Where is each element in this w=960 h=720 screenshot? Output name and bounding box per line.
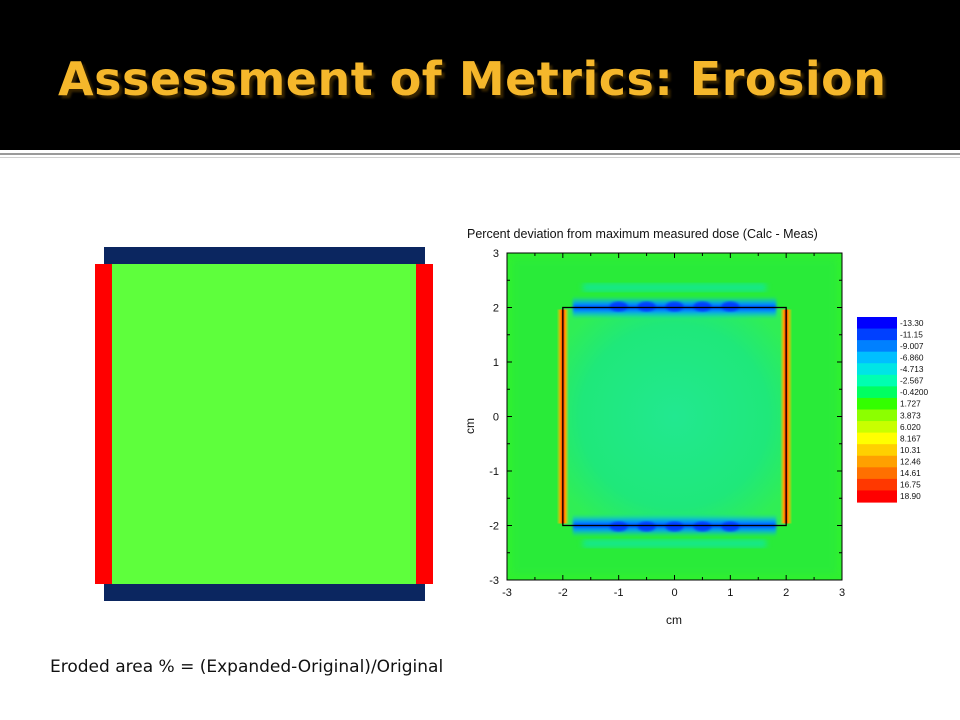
heatmap-bottom-secondary-band	[582, 539, 767, 548]
colorbar-label: -6.860	[900, 352, 924, 362]
colorbar-swatch	[857, 363, 897, 376]
x-tick-label: -3	[502, 587, 512, 599]
colorbar-swatch	[857, 328, 897, 341]
x-tick-label: 3	[839, 587, 845, 599]
colorbar-swatch	[857, 478, 897, 492]
heatmap-top-secondary-band	[582, 283, 767, 292]
title-divider	[0, 153, 960, 155]
colorbar-label: 3.873	[900, 410, 921, 420]
heatmap-field-interior	[562, 307, 787, 526]
colorbar-swatch	[857, 455, 897, 468]
original-field	[112, 264, 416, 584]
eroded-left-bar	[95, 264, 112, 584]
colorbar-label: 14.61	[900, 468, 921, 478]
heatmap-top-hotspot-1	[637, 301, 656, 312]
heatmap-top-hotspot-2	[665, 301, 684, 312]
heatmap-top-hotspot-3	[693, 301, 712, 312]
y-tick-label: -3	[489, 575, 499, 587]
y-tick-labels: 3 2 1 0 -1 -2 -3	[489, 248, 499, 587]
heatmap-top-hotspot-0	[609, 301, 628, 312]
colorbar-swatch	[857, 340, 897, 353]
colorbar-label: -0.4200	[900, 387, 929, 397]
colorbar-swatch	[857, 397, 897, 411]
colorbar-swatch	[857, 386, 897, 399]
y-tick-label: 0	[493, 412, 499, 424]
x-axis-label: cm	[666, 613, 682, 627]
colorbar-label: 16.75	[900, 480, 921, 490]
heatmap-bottom-hotspot-2	[665, 521, 684, 532]
y-tick-label: 1	[493, 357, 499, 369]
expanded-bottom-bar	[104, 584, 425, 601]
x-tick-label: -2	[558, 587, 568, 599]
erosion-formula: Eroded area % = (Expanded-Original)/Orig…	[50, 657, 444, 677]
heatmap-bottom-hotspot-4	[721, 521, 740, 532]
y-axis-label: cm	[463, 418, 477, 434]
x-tick-label: -1	[614, 587, 624, 599]
colorbar-label: -4.713	[900, 364, 924, 374]
colorbar-label: -9.007	[900, 341, 924, 351]
chart-axes	[506, 252, 843, 581]
heatmap-bottom-hotspot-0	[609, 521, 628, 532]
expanded-top-bar	[104, 247, 425, 264]
heatmap-bottom-hotspot-1	[637, 521, 656, 532]
slide-title: Assessment of Metrics: Erosion	[58, 52, 887, 106]
eroded-right-bar	[416, 264, 433, 584]
deviation-chart: Percent deviation from maximum measured …	[455, 220, 935, 635]
y-tick-label: 3	[493, 248, 499, 260]
colorbar-label: 1.727	[900, 399, 921, 409]
colorbar-label: 12.46	[900, 457, 921, 467]
x-tick-label: 2	[783, 587, 789, 599]
colorbar: -13.30-11.15 -9.007-6.860 -4.713 -2.567-0.4…	[857, 317, 929, 503]
x-tick-labels: -3 -2 -1 0 1 2 3	[502, 587, 845, 599]
colorbar-swatch	[857, 432, 897, 445]
colorbar-label: 18.90	[900, 491, 921, 501]
x-tick-label: 0	[671, 587, 677, 599]
colorbar-swatch	[857, 490, 897, 503]
y-tick-label: -2	[489, 521, 499, 533]
colorbar-swatch	[857, 409, 897, 422]
heatmap-bottom-hotspot-3	[693, 521, 712, 532]
colorbar-label: 8.167	[900, 433, 921, 443]
colorbar-label: -11.15	[900, 329, 923, 339]
colorbar-swatch	[857, 421, 897, 434]
y-tick-label: -1	[489, 466, 499, 478]
y-tick-label: 2	[493, 303, 499, 315]
colorbar-label: -13.30	[900, 318, 924, 328]
colorbar-label: 6.020	[900, 422, 921, 432]
heatmap-top-hotspot-4	[721, 301, 740, 312]
deviation-chart-svg: Percent deviation from maximum measured …	[463, 227, 929, 627]
colorbar-swatch	[857, 317, 897, 330]
field-outline	[562, 306, 787, 527]
colorbar-label: 10.31	[900, 445, 921, 455]
colorbar-swatch	[857, 467, 897, 480]
x-tick-label: 1	[727, 587, 733, 599]
title-divider-thin	[0, 157, 960, 158]
colorbar-label: -2.567	[900, 376, 924, 386]
colorbar-swatch	[857, 444, 897, 457]
colorbar-swatch	[857, 351, 897, 364]
colorbar-swatch	[857, 374, 897, 387]
erosion-diagram	[95, 247, 433, 601]
chart-title: Percent deviation from maximum measured …	[467, 227, 818, 241]
title-bar: Assessment of Metrics: Erosion	[0, 0, 960, 150]
heatmap-area	[507, 253, 842, 580]
